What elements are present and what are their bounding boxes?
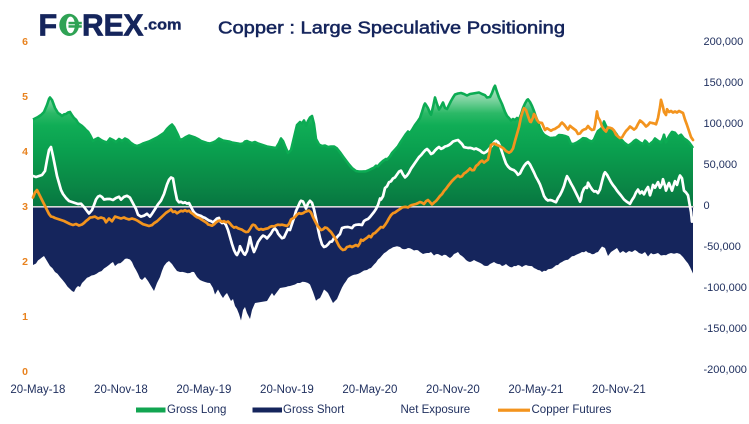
svg-text:0: 0 [22,366,28,378]
svg-text:5: 5 [22,91,28,103]
svg-text:Copper : Large Speculative Pos: Copper : Large Speculative Positioning [218,18,565,38]
svg-text:20-Nov-18: 20-Nov-18 [94,384,148,396]
svg-text:6: 6 [22,36,28,48]
svg-text:Net Exposure: Net Exposure [401,404,471,416]
svg-text:2: 2 [22,256,28,268]
svg-text:20-Nov-19: 20-Nov-19 [260,384,314,396]
svg-text:20-May-18: 20-May-18 [10,384,65,396]
svg-text:20-Nov-21: 20-Nov-21 [592,384,646,396]
svg-text:-150,000: -150,000 [704,323,747,335]
svg-text:Copper Futures: Copper Futures [532,404,612,416]
svg-text:1: 1 [22,311,28,323]
svg-text:REX: REX [82,9,144,43]
svg-text:Gross Short: Gross Short [283,404,345,416]
svg-text:200,000: 200,000 [704,36,744,48]
svg-text:Gross Long: Gross Long [167,404,226,416]
svg-text:3: 3 [22,201,28,213]
svg-text:20-Nov-20: 20-Nov-20 [426,384,480,396]
svg-text:4: 4 [22,146,28,158]
svg-text:-100,000: -100,000 [704,282,747,294]
svg-text:20-May-21: 20-May-21 [508,384,563,396]
svg-text:-50,000: -50,000 [704,241,741,253]
svg-text:F: F [39,9,58,43]
svg-text:50,000: 50,000 [704,159,738,171]
svg-text:0: 0 [704,200,710,212]
svg-text:.com: .com [144,16,182,33]
svg-text:150,000: 150,000 [704,77,744,89]
svg-text:20-May-20: 20-May-20 [342,384,397,396]
svg-text:100,000: 100,000 [704,118,744,130]
svg-text:20-May-19: 20-May-19 [176,384,231,396]
svg-text:-200,000: -200,000 [704,364,747,376]
